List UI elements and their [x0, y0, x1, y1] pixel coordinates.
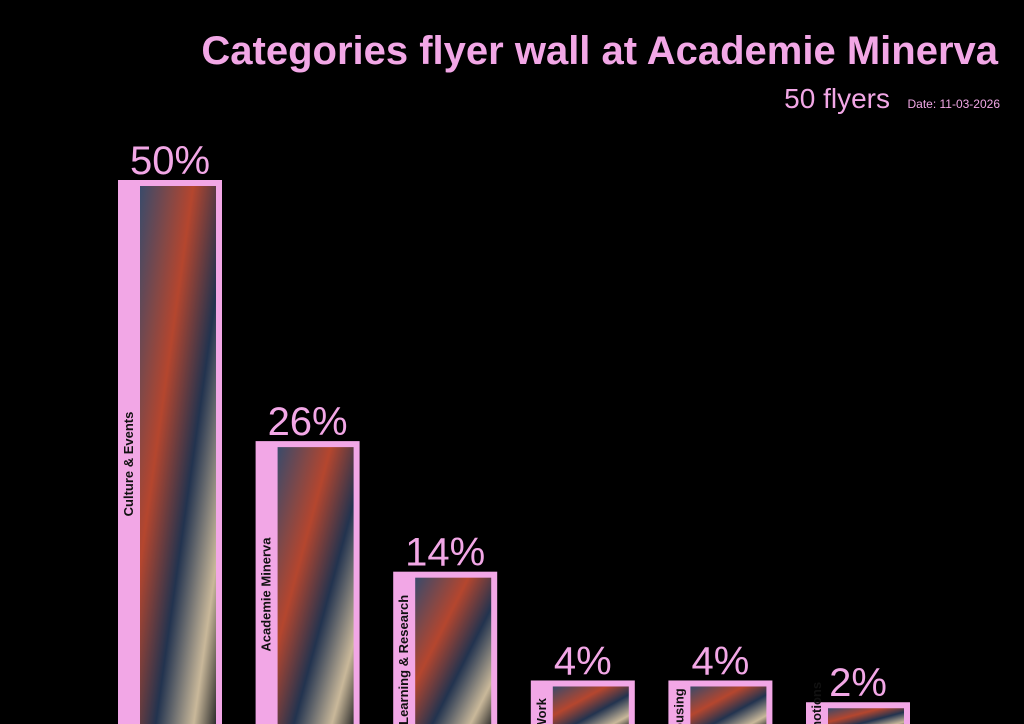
- category-label: Housing: [671, 688, 686, 724]
- bar-flyer: [277, 447, 354, 724]
- category-label: Promotions: [809, 682, 824, 724]
- category-label: Culture & Events: [121, 412, 136, 517]
- value-label: 4%: [554, 639, 612, 683]
- bar-flyer: [415, 577, 492, 724]
- bar-flyer: [690, 686, 767, 724]
- category-label: Academie Minerva: [259, 537, 274, 652]
- value-label: 4%: [691, 639, 749, 683]
- value-label: 26%: [268, 400, 348, 444]
- value-label: 2%: [829, 661, 887, 705]
- category-label: Learning & Research: [396, 595, 411, 724]
- value-label: 14%: [405, 531, 485, 575]
- category-label: Work: [534, 697, 549, 724]
- bar-flyer: [552, 686, 629, 724]
- bar-flyer: [140, 186, 216, 724]
- chart-date: Date: 11-03-2026: [907, 97, 1000, 111]
- value-label: 50%: [130, 139, 210, 183]
- bar-flyer: [828, 708, 904, 724]
- chart-title: Categories flyer wall at Academie Minerv…: [201, 29, 998, 73]
- chart-subtitle: 50 flyers: [784, 83, 890, 114]
